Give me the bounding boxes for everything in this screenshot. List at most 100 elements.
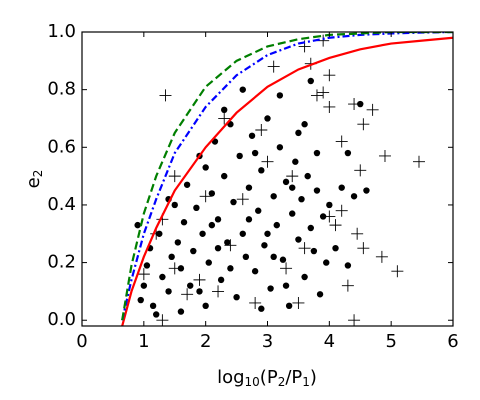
dot-point <box>242 253 250 261</box>
plus-point <box>280 262 293 275</box>
plus-point <box>193 273 206 286</box>
dot-point <box>236 152 243 160</box>
dot-point <box>267 285 274 292</box>
dot-point <box>258 305 265 312</box>
plot-area <box>121 32 453 326</box>
dot-point <box>149 302 157 310</box>
dot-point <box>205 259 212 266</box>
plus-point <box>310 89 323 102</box>
dot-point <box>183 181 191 188</box>
dot-point <box>285 302 293 310</box>
label-part: e <box>23 177 44 188</box>
plus-point <box>354 164 367 177</box>
dot-point <box>344 262 352 269</box>
dot-point <box>221 106 228 114</box>
y-tick-label: 0.0 <box>47 309 76 330</box>
plus-point <box>168 170 181 183</box>
plus-point <box>375 250 388 263</box>
plus-point <box>255 124 268 136</box>
dot-point <box>245 184 253 191</box>
dot-point <box>279 256 287 263</box>
plus-point <box>351 227 364 240</box>
dot-point <box>230 198 237 206</box>
dot-point <box>196 288 203 295</box>
x-tick-label: 5 <box>385 331 396 352</box>
y-tick-label: 0.6 <box>47 136 76 157</box>
x-tick-label: 6 <box>447 331 458 352</box>
x-tick-label: 2 <box>200 331 211 352</box>
plus-point <box>267 60 280 73</box>
plus-point <box>357 242 370 255</box>
dot-point <box>270 253 277 261</box>
dot-point <box>190 247 197 255</box>
dot-point <box>180 219 188 226</box>
dot-point <box>316 291 324 298</box>
label-part: 2 <box>278 375 286 389</box>
y-tick-label: 0.2 <box>47 252 76 273</box>
dot-point <box>270 193 277 200</box>
dot-point <box>350 193 358 200</box>
dot-point <box>301 121 308 128</box>
dot-point <box>199 230 206 237</box>
dot-point <box>251 149 259 157</box>
label-part: 2 <box>31 170 45 178</box>
plus-point <box>391 265 404 278</box>
plus-point <box>329 219 342 232</box>
label-part: 1 <box>302 375 310 389</box>
plus-point <box>378 149 391 162</box>
label-part: 10 <box>245 375 260 389</box>
dot-point <box>295 129 302 137</box>
plus-point <box>286 170 299 183</box>
plus-point <box>261 155 274 168</box>
label-part: /P <box>285 367 302 388</box>
plus-point <box>341 279 354 292</box>
dot-point <box>239 230 246 237</box>
dot-point <box>233 293 240 301</box>
dot-point <box>289 210 296 217</box>
dot-point <box>224 239 231 246</box>
dot-point <box>301 273 308 281</box>
dot-point <box>295 236 302 243</box>
x-tick-label: 4 <box>324 331 335 352</box>
plus-point <box>137 268 150 281</box>
dot-point <box>174 239 182 246</box>
x-axis-label: log10(P2/P1) <box>217 367 317 389</box>
dot-point <box>319 213 327 220</box>
dot-point <box>214 216 222 223</box>
plus-point <box>323 100 336 113</box>
plus-point <box>348 314 361 326</box>
plus-point <box>159 89 172 102</box>
plus-point <box>212 285 225 298</box>
plus-point <box>412 155 425 168</box>
plus-point <box>156 314 169 326</box>
dot-point <box>310 247 318 255</box>
dot-point <box>282 178 290 186</box>
dot-point <box>323 259 330 266</box>
y-tick-label: 0.4 <box>47 194 76 215</box>
dot-point <box>344 149 352 157</box>
x-tick-label: 3 <box>262 331 273 352</box>
dot-point <box>326 201 333 209</box>
dot-point <box>227 265 234 272</box>
y-tick-label: 1.0 <box>47 21 76 42</box>
dot-point <box>137 296 144 304</box>
dot-point <box>307 77 314 85</box>
curve <box>121 32 453 321</box>
label-part: ) <box>310 367 317 388</box>
plus-point <box>323 210 336 223</box>
plus-point <box>366 103 379 116</box>
plus-point <box>335 204 348 217</box>
dot-point <box>313 187 321 194</box>
dot-point <box>202 164 209 171</box>
dot-point <box>168 253 175 261</box>
dot-point <box>298 195 305 203</box>
dot-point <box>273 221 280 229</box>
dot-point <box>221 172 228 180</box>
dot-point <box>289 184 296 191</box>
x-tick-label: 0 <box>76 331 87 352</box>
plus-point <box>348 98 361 111</box>
plus-point <box>335 135 348 148</box>
dot-point <box>187 282 194 289</box>
dot-point <box>239 86 246 93</box>
dot-point <box>143 262 151 269</box>
